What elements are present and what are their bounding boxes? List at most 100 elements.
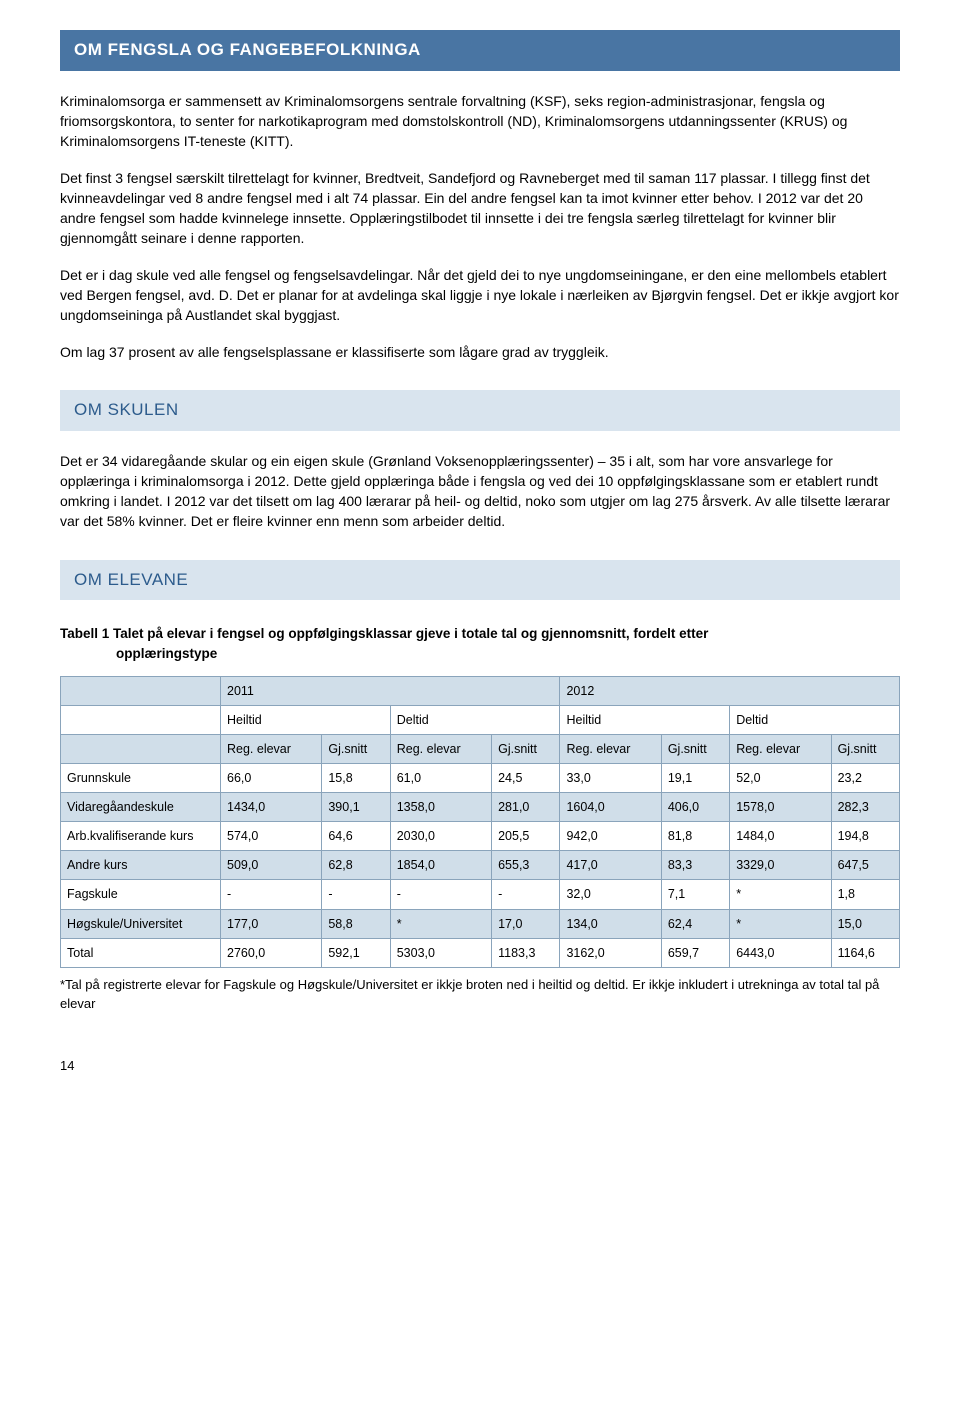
- row-label: Høgskule/Universitet: [61, 909, 221, 938]
- table-cell: 1,8: [831, 880, 899, 909]
- row-label: Fagskule: [61, 880, 221, 909]
- table-cell: 281,0: [492, 793, 560, 822]
- table-cell: 406,0: [661, 793, 729, 822]
- table-footnote: *Tal på registrerte elevar for Fagskule …: [60, 976, 900, 1014]
- table-cell: 1578,0: [730, 793, 831, 822]
- para-s1-3: Det er i dag skule ved alle fengsel og f…: [60, 265, 900, 326]
- section-title-skulen: OM SKULEN: [60, 390, 900, 431]
- subhead-0: Heiltid: [221, 705, 391, 734]
- row-label: Grunnskule: [61, 763, 221, 792]
- colhead-2: Reg. elevar: [390, 734, 491, 763]
- colhead-5: Gj.snitt: [661, 734, 729, 763]
- table-cell: 83,3: [661, 851, 729, 880]
- table-cell: 659,7: [661, 938, 729, 967]
- table-row: Vidaregåandeskule1434,0390,11358,0281,01…: [61, 793, 900, 822]
- table-row: Andre kurs509,062,81854,0655,3417,083,33…: [61, 851, 900, 880]
- colhead-0: Reg. elevar: [221, 734, 322, 763]
- section-title-elevane: OM ELEVANE: [60, 560, 900, 601]
- table-cell: 592,1: [322, 938, 390, 967]
- table-cell: *: [730, 880, 831, 909]
- table-cell: 33,0: [560, 763, 661, 792]
- table-cell: -: [492, 880, 560, 909]
- table-title: Tabell 1 Talet på elevar i fengsel og op…: [60, 624, 900, 663]
- table-blank2: [61, 734, 221, 763]
- table-cell: 15,0: [831, 909, 899, 938]
- table-cell: 5303,0: [390, 938, 491, 967]
- colhead-7: Gj.snitt: [831, 734, 899, 763]
- subhead-2: Heiltid: [560, 705, 730, 734]
- table-cell: 61,0: [390, 763, 491, 792]
- table-row: Arb.kvalifiserande kurs574,064,62030,020…: [61, 822, 900, 851]
- table-row: Høgskule/Universitet177,058,8*17,0134,06…: [61, 909, 900, 938]
- table-cell: 390,1: [322, 793, 390, 822]
- table-cell: 81,8: [661, 822, 729, 851]
- table-cell: 655,3: [492, 851, 560, 880]
- table-cell: 62,8: [322, 851, 390, 880]
- table-corner: [61, 676, 221, 705]
- table-cell: *: [390, 909, 491, 938]
- table-elevane: 2011 2012 Heiltid Deltid Heiltid Deltid …: [60, 676, 900, 968]
- table-cell: 7,1: [661, 880, 729, 909]
- table-cell: 1358,0: [390, 793, 491, 822]
- row-label: Vidaregåandeskule: [61, 793, 221, 822]
- table-cell: 17,0: [492, 909, 560, 938]
- table-subhead-row: Heiltid Deltid Heiltid Deltid: [61, 705, 900, 734]
- table-cell: 6443,0: [730, 938, 831, 967]
- table-cell: 574,0: [221, 822, 322, 851]
- table-blank: [61, 705, 221, 734]
- table-cell: 1484,0: [730, 822, 831, 851]
- para-s1-4: Om lag 37 prosent av alle fengselsplassa…: [60, 342, 900, 362]
- table-title-line2: opplæringstype: [60, 644, 900, 664]
- table-cell: 2030,0: [390, 822, 491, 851]
- colhead-4: Reg. elevar: [560, 734, 661, 763]
- section-title-fengsla: OM FENGSLA OG FANGEBEFOLKNINGA: [60, 30, 900, 71]
- table-cell: 417,0: [560, 851, 661, 880]
- table-cell: 15,8: [322, 763, 390, 792]
- colhead-3: Gj.snitt: [492, 734, 560, 763]
- table-cell: -: [322, 880, 390, 909]
- table-cell: 24,5: [492, 763, 560, 792]
- table-cell: 64,6: [322, 822, 390, 851]
- table-cell: 509,0: [221, 851, 322, 880]
- table-cell: 32,0: [560, 880, 661, 909]
- para-s2-1: Det er 34 vidaregåande skular og ein eig…: [60, 451, 900, 532]
- table-cell: 647,5: [831, 851, 899, 880]
- page-number: 14: [60, 1057, 900, 1076]
- table-cell: 58,8: [322, 909, 390, 938]
- table-year-row: 2011 2012: [61, 676, 900, 705]
- subhead-1: Deltid: [390, 705, 560, 734]
- year-2012: 2012: [560, 676, 900, 705]
- table-cell: 205,5: [492, 822, 560, 851]
- table-cell: *: [730, 909, 831, 938]
- table-title-line1: Tabell 1 Talet på elevar i fengsel og op…: [60, 626, 708, 641]
- colhead-1: Gj.snitt: [322, 734, 390, 763]
- table-cell: 1434,0: [221, 793, 322, 822]
- table-cell: 2760,0: [221, 938, 322, 967]
- table-cell: 1604,0: [560, 793, 661, 822]
- table-colhead-row: Reg. elevar Gj.snitt Reg. elevar Gj.snit…: [61, 734, 900, 763]
- table-cell: 282,3: [831, 793, 899, 822]
- year-2011: 2011: [221, 676, 560, 705]
- table-cell: 134,0: [560, 909, 661, 938]
- row-label: Arb.kvalifiserande kurs: [61, 822, 221, 851]
- table-cell: 66,0: [221, 763, 322, 792]
- table-row: Total2760,0592,15303,01183,33162,0659,76…: [61, 938, 900, 967]
- table-cell: 62,4: [661, 909, 729, 938]
- table-row: Fagskule----32,07,1*1,8: [61, 880, 900, 909]
- table-cell: 3329,0: [730, 851, 831, 880]
- table-cell: 19,1: [661, 763, 729, 792]
- table-cell: -: [390, 880, 491, 909]
- para-s1-2: Det finst 3 fengsel særskilt tilrettelag…: [60, 168, 900, 249]
- row-label: Total: [61, 938, 221, 967]
- table-cell: 3162,0: [560, 938, 661, 967]
- table-cell: -: [221, 880, 322, 909]
- table-cell: 1164,6: [831, 938, 899, 967]
- table-cell: 177,0: [221, 909, 322, 938]
- table-row: Grunnskule66,015,861,024,533,019,152,023…: [61, 763, 900, 792]
- row-label: Andre kurs: [61, 851, 221, 880]
- colhead-6: Reg. elevar: [730, 734, 831, 763]
- table-cell: 194,8: [831, 822, 899, 851]
- table-cell: 23,2: [831, 763, 899, 792]
- subhead-3: Deltid: [730, 705, 900, 734]
- para-s1-1: Kriminalomsorga er sammensett av Krimina…: [60, 91, 900, 152]
